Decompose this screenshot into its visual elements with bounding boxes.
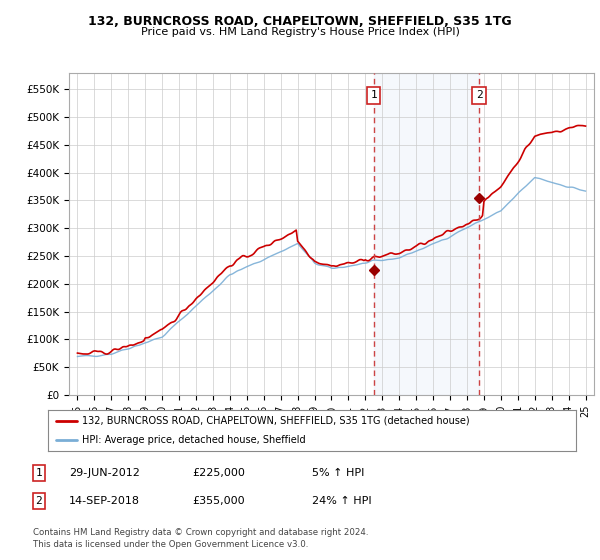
Text: £355,000: £355,000 xyxy=(192,496,245,506)
Text: 2: 2 xyxy=(35,496,43,506)
Text: 2: 2 xyxy=(476,90,482,100)
Text: Price paid vs. HM Land Registry's House Price Index (HPI): Price paid vs. HM Land Registry's House … xyxy=(140,27,460,38)
Text: 1: 1 xyxy=(35,468,43,478)
Text: £225,000: £225,000 xyxy=(192,468,245,478)
Text: Contains HM Land Registry data © Crown copyright and database right 2024.
This d: Contains HM Land Registry data © Crown c… xyxy=(33,528,368,549)
Text: 14-SEP-2018: 14-SEP-2018 xyxy=(69,496,140,506)
Text: 24% ↑ HPI: 24% ↑ HPI xyxy=(312,496,371,506)
Text: 5% ↑ HPI: 5% ↑ HPI xyxy=(312,468,364,478)
Text: 132, BURNCROSS ROAD, CHAPELTOWN, SHEFFIELD, S35 1TG: 132, BURNCROSS ROAD, CHAPELTOWN, SHEFFIE… xyxy=(88,15,512,28)
Bar xyxy=(374,73,479,395)
Text: 1: 1 xyxy=(370,90,377,100)
Text: 132, BURNCROSS ROAD, CHAPELTOWN, SHEFFIELD, S35 1TG (detached house): 132, BURNCROSS ROAD, CHAPELTOWN, SHEFFIE… xyxy=(82,416,470,426)
Text: 29-JUN-2012: 29-JUN-2012 xyxy=(69,468,140,478)
Text: HPI: Average price, detached house, Sheffield: HPI: Average price, detached house, Shef… xyxy=(82,435,306,445)
